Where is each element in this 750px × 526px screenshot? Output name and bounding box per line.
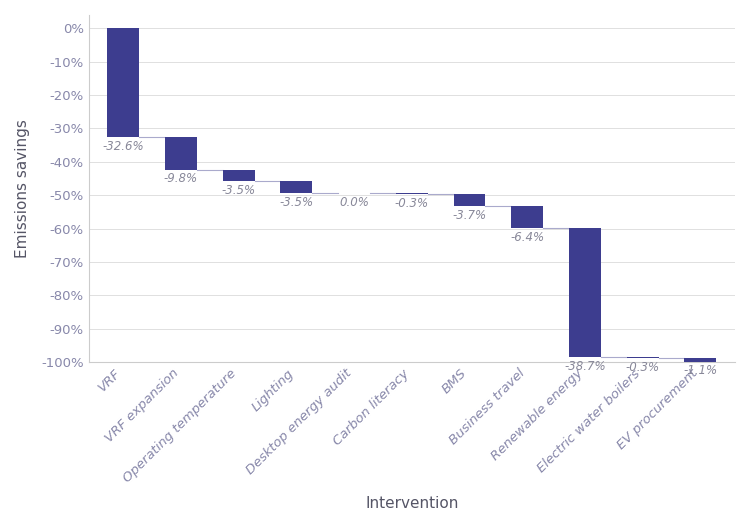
Bar	[454, 194, 485, 207]
Text: -38.7%: -38.7%	[564, 360, 606, 372]
Text: 0.0%: 0.0%	[339, 196, 369, 209]
Text: -9.8%: -9.8%	[164, 173, 198, 186]
Bar	[569, 228, 601, 357]
Bar	[396, 193, 427, 194]
Text: -3.5%: -3.5%	[279, 196, 314, 209]
Text: -32.6%: -32.6%	[103, 140, 144, 153]
Text: -6.4%: -6.4%	[510, 230, 544, 244]
Y-axis label: Emissions savings: Emissions savings	[15, 119, 30, 258]
Bar	[280, 181, 312, 193]
Text: -0.3%: -0.3%	[394, 197, 429, 210]
Text: -1.1%: -1.1%	[683, 365, 718, 377]
Bar	[512, 207, 543, 228]
Text: -3.7%: -3.7%	[452, 209, 487, 222]
Bar	[223, 170, 254, 181]
Text: -0.3%: -0.3%	[626, 361, 660, 373]
Bar	[627, 357, 658, 358]
Bar	[165, 137, 196, 170]
Text: -3.5%: -3.5%	[221, 184, 256, 197]
X-axis label: Intervention: Intervention	[365, 496, 458, 511]
Bar	[685, 358, 716, 361]
Bar	[107, 28, 139, 137]
